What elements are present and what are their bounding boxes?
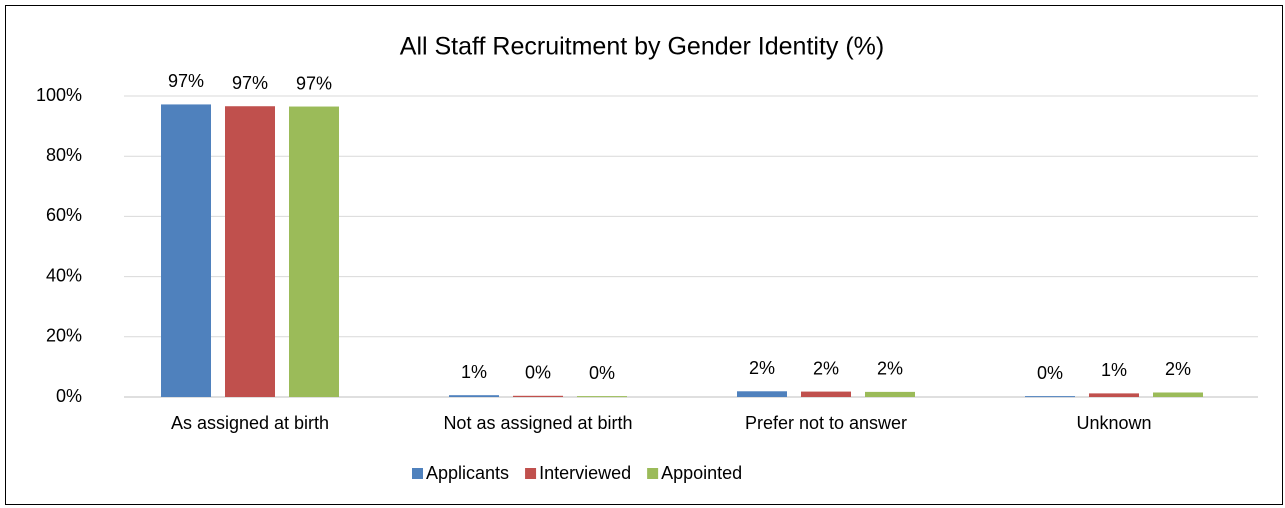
data-label: 2% xyxy=(1165,359,1191,379)
bar xyxy=(1153,392,1203,397)
y-tick-label: 40% xyxy=(46,265,82,285)
legend-swatch xyxy=(647,468,659,479)
data-label: 97% xyxy=(232,73,268,93)
bar xyxy=(1025,396,1075,398)
bar xyxy=(801,391,851,397)
x-tick-label: Unknown xyxy=(1076,413,1151,433)
data-label: 0% xyxy=(1037,363,1063,383)
bar xyxy=(577,396,627,398)
data-label: 1% xyxy=(1101,360,1127,380)
bar xyxy=(289,106,339,397)
y-tick-label: 80% xyxy=(46,145,82,165)
legend-label: Interviewed xyxy=(539,463,631,483)
data-label: 2% xyxy=(813,358,839,378)
data-label: 0% xyxy=(525,363,551,383)
bar xyxy=(865,391,915,397)
bar xyxy=(225,106,275,397)
bar xyxy=(449,395,499,397)
legend-label: Applicants xyxy=(426,463,509,483)
y-tick-label: 0% xyxy=(56,386,82,406)
x-tick-label: As assigned at birth xyxy=(171,413,329,433)
data-label: 1% xyxy=(461,362,487,382)
bar xyxy=(737,391,787,397)
bar xyxy=(513,395,563,397)
legend-swatch xyxy=(412,468,423,479)
y-tick-label: 100% xyxy=(36,85,82,105)
y-tick-label: 60% xyxy=(46,205,82,225)
chart-title: All Staff Recruitment by Gender Identity… xyxy=(400,33,884,61)
x-tick-label: Not as assigned at birth xyxy=(443,413,632,433)
legend-label: Appointed xyxy=(661,463,742,483)
legend-swatch xyxy=(525,468,537,479)
data-label: 0% xyxy=(589,363,615,383)
y-tick-label: 20% xyxy=(46,326,82,346)
chart-border xyxy=(5,5,1283,505)
data-label: 2% xyxy=(877,359,903,379)
bar xyxy=(1089,393,1139,397)
data-label: 97% xyxy=(296,73,332,93)
bar xyxy=(161,104,211,397)
data-label: 97% xyxy=(168,71,204,91)
x-tick-label: Prefer not to answer xyxy=(745,413,907,433)
data-label: 2% xyxy=(749,358,775,378)
